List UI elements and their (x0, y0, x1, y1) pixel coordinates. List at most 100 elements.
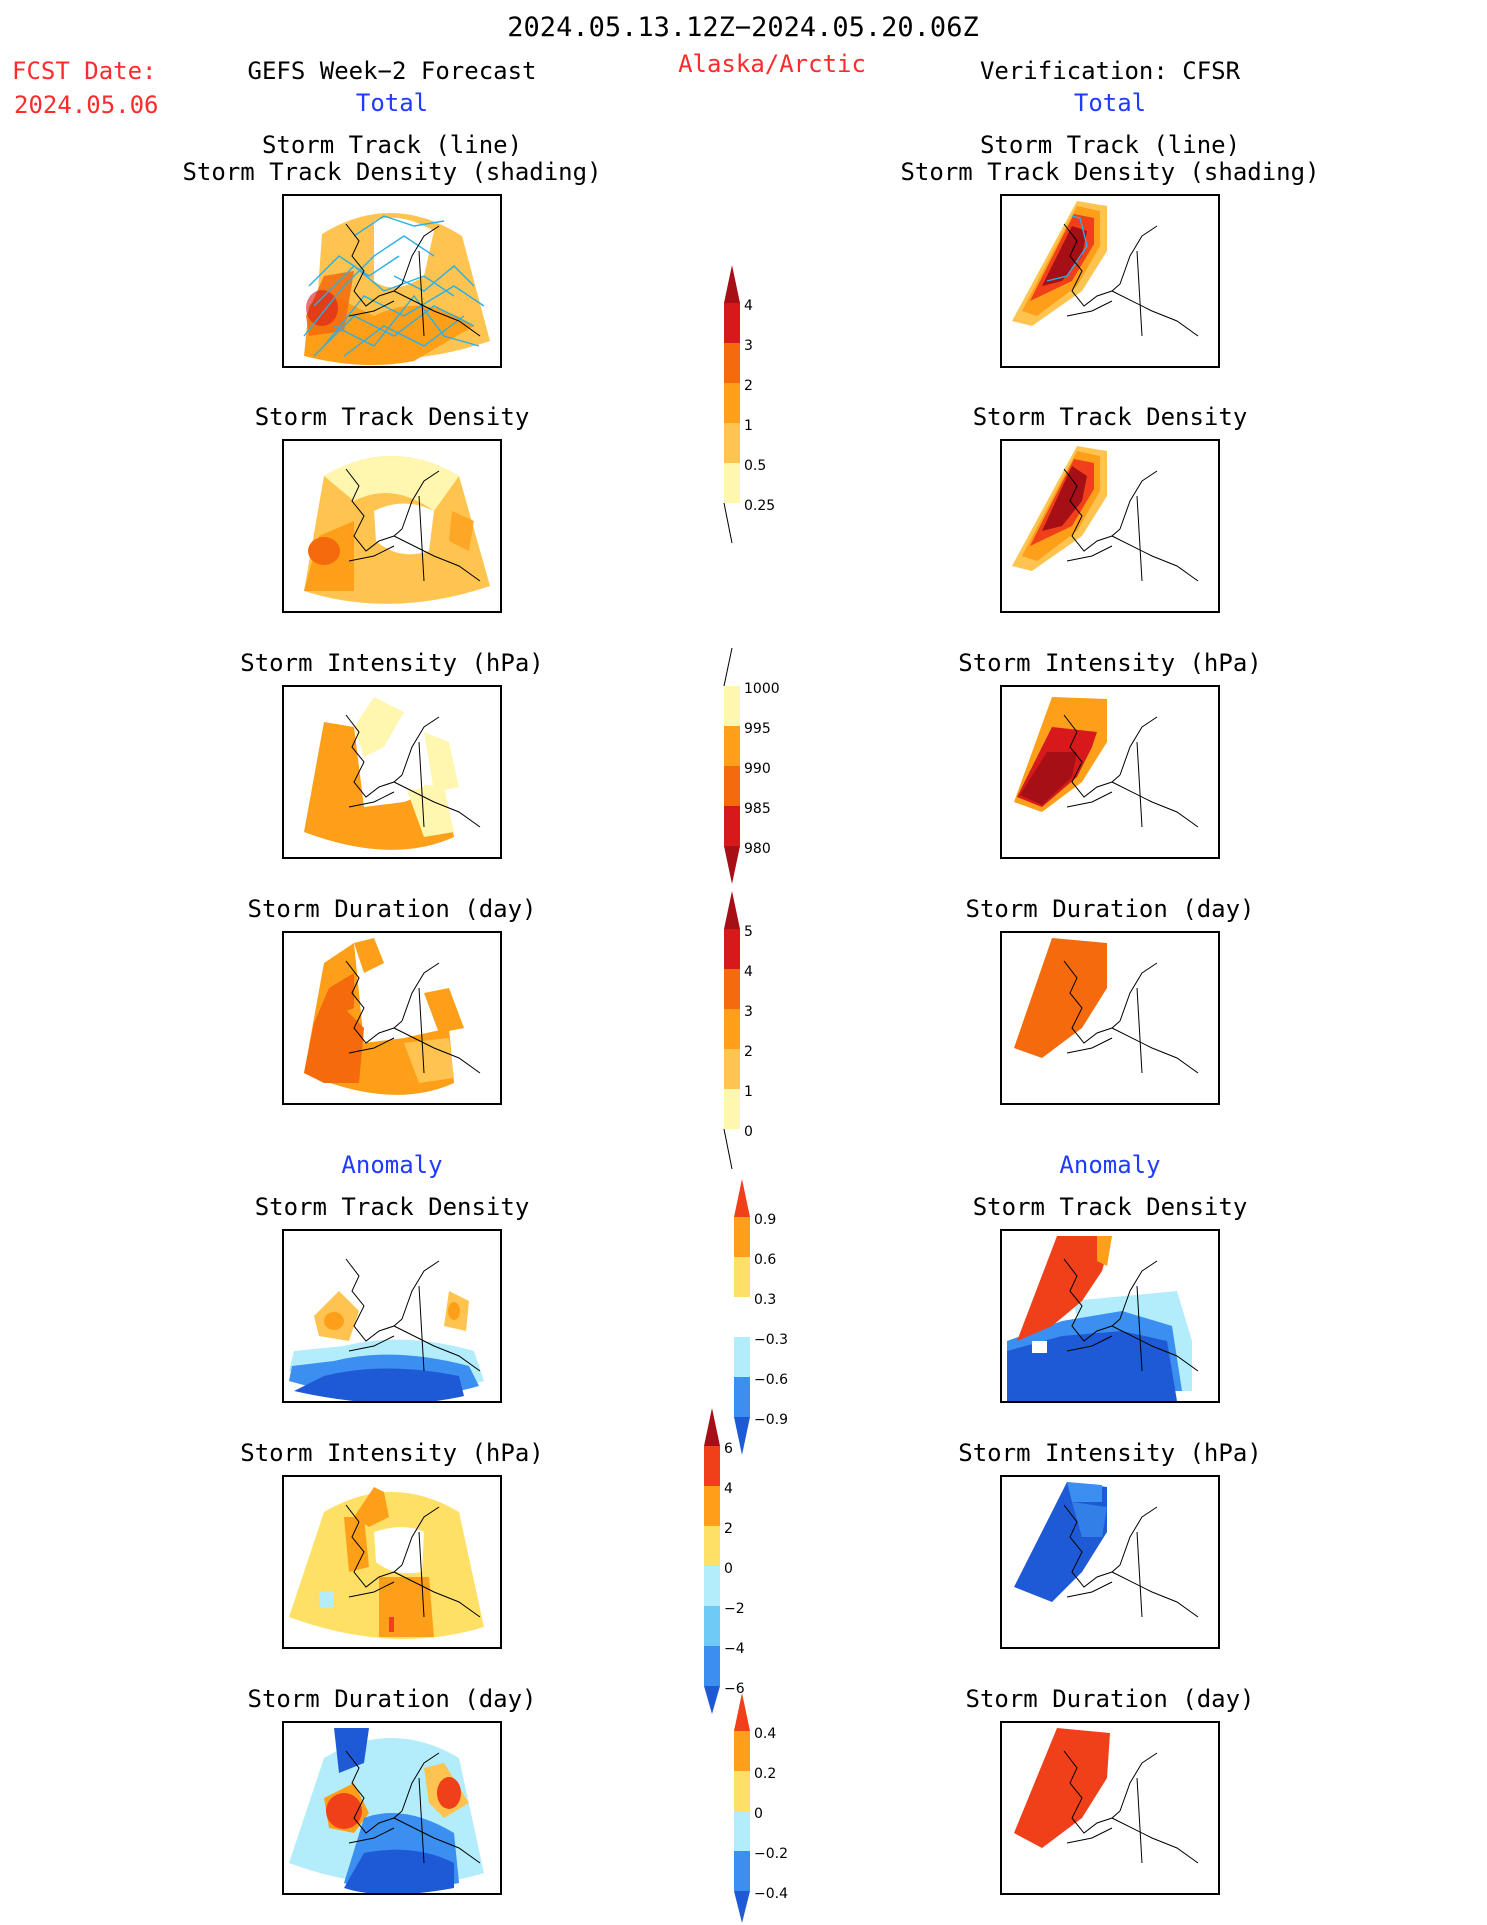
right-density-title: Storm Track Density (972, 403, 1248, 431)
cbar-label: 980 (744, 841, 771, 857)
left-density-title: Storm Track Density (254, 403, 530, 431)
left-intensity-map (282, 685, 502, 859)
coastline (1063, 468, 1199, 582)
right-intensity-map (1000, 685, 1220, 859)
storm-track-lines (303, 215, 485, 357)
cbar-label: 2 (724, 1521, 733, 1537)
cbar-bottom-arrow (734, 1417, 750, 1455)
cbar-label: 990 (744, 761, 771, 777)
right-duration-title: Storm Duration (day) (965, 895, 1255, 923)
storm-track-lines (1046, 215, 1088, 282)
right-anomaly-density-map (1000, 1229, 1220, 1403)
coastline (1063, 1504, 1199, 1618)
right-column-title: Verification: CFSR (979, 57, 1241, 85)
left-track-density-shading-map (282, 194, 502, 368)
cbar-label: 0 (744, 1124, 753, 1140)
cbar-label: 1000 (744, 681, 780, 697)
cbar-label: −0.2 (754, 1846, 788, 1862)
cbar-label: −2 (724, 1601, 745, 1617)
cbar-label: 4 (724, 1481, 733, 1497)
cbar-label: 995 (744, 721, 771, 737)
cbar-bottom-arrow (704, 1686, 720, 1714)
coastline (1063, 960, 1199, 1074)
left-anomaly-intensity-map (282, 1475, 502, 1649)
cbar-label: 5 (744, 924, 753, 940)
cbar-label: 0.4 (754, 1726, 776, 1742)
coastline (345, 468, 481, 582)
right-track-line-title: Storm Track (line) (979, 131, 1241, 159)
cbar-label: −0.6 (754, 1372, 788, 1388)
coastline (345, 1504, 481, 1618)
right-anomaly-intensity-map (1000, 1475, 1220, 1649)
coastline (345, 1750, 481, 1864)
cbar-top-arrow (724, 891, 740, 929)
coastline (345, 714, 481, 828)
track-density-bar: 4 3 2 1 0.5 0.25 (723, 265, 775, 544)
cbar-label: 0 (754, 1806, 763, 1822)
fcst-date-value: 2024.05.06 (14, 91, 159, 119)
left-anomaly-intensity-title: Storm Intensity (hPa) (240, 1439, 544, 1467)
cbar-label: 0.2 (754, 1766, 776, 1782)
left-column-title: GEFS Week−2 Forecast (247, 57, 537, 85)
cbar-label: 2 (744, 1044, 753, 1060)
right-density-map (1000, 439, 1220, 613)
cbar-label: 0.5 (744, 458, 766, 474)
coastline (345, 960, 481, 1074)
cbar-label: −0.4 (754, 1886, 788, 1902)
cbar-label: 1 (744, 418, 753, 434)
cbar-bottom-arrow (734, 1891, 750, 1923)
coastline (1063, 1750, 1199, 1864)
cbar-label: −4 (724, 1641, 745, 1657)
right-anomaly-intensity-title: Storm Intensity (hPa) (958, 1439, 1262, 1467)
left-anomaly-density-map (282, 1229, 502, 1403)
coastline (1063, 223, 1199, 337)
cbar-label: 4 (744, 298, 753, 314)
left-anomaly-duration-title: Storm Duration (day) (247, 1685, 537, 1713)
cbar-top-arrow (734, 1179, 750, 1217)
right-anomaly-duration-title: Storm Duration (day) (965, 1685, 1255, 1713)
left-intensity-title: Storm Intensity (hPa) (240, 649, 544, 677)
cbar-label: −6 (724, 1681, 745, 1697)
coastline (345, 1258, 481, 1372)
left-anomaly-heading: Anomaly (341, 1151, 443, 1179)
cbar-label: 2 (744, 378, 753, 394)
left-density-map (282, 439, 502, 613)
intensity-anomaly-bar: 6 4 2 0 −2 −4 −6 (704, 1408, 745, 1714)
cbar-label: 3 (744, 1004, 753, 1020)
cbar-label: 0.6 (754, 1252, 776, 1268)
right-anomaly-duration-map (1000, 1721, 1220, 1895)
right-intensity-title: Storm Intensity (hPa) (958, 649, 1262, 677)
date-range-title: 2024.05.13.12Z−2024.05.20.06Z (507, 12, 979, 43)
coastline (345, 223, 481, 337)
right-anomaly-heading: Anomaly (1059, 1151, 1161, 1179)
cbar-bottom-arrow (724, 846, 740, 884)
right-column-subtitle: Total (1073, 89, 1147, 117)
cbar-label: 6 (724, 1441, 733, 1457)
cbar-label: −0.9 (754, 1412, 788, 1428)
duration-bar: 5 4 3 2 1 0 (723, 891, 753, 1170)
fcst-date-label: FCST Date: (12, 57, 157, 85)
coastline (1063, 714, 1199, 828)
left-track-line-title: Storm Track (line) (261, 131, 523, 159)
right-anomaly-density-title: Storm Track Density (972, 1193, 1248, 1221)
left-track-shading-title: Storm Track Density (shading) (182, 158, 602, 186)
left-anomaly-density-title: Storm Track Density (254, 1193, 530, 1221)
right-track-shading-title: Storm Track Density (shading) (900, 158, 1320, 186)
density-anomaly-bar: 0.9 0.6 0.3 −0.3 −0.6 −0.9 (734, 1179, 788, 1455)
left-duration-map (282, 931, 502, 1105)
right-track-density-shading-map (1000, 194, 1220, 368)
left-anomaly-duration-map (282, 1721, 502, 1895)
cbar-label: 4 (744, 964, 753, 980)
right-duration-map (1000, 931, 1220, 1105)
cbar-label: 0.25 (744, 498, 775, 514)
cbar-top-arrow (734, 1693, 750, 1731)
cbar-label: 0.9 (754, 1212, 776, 1228)
cbar-top-arrow (724, 265, 740, 303)
cbar-label: 0.3 (754, 1292, 776, 1308)
cbar-top-arrow (704, 1408, 720, 1446)
cbar-label: 985 (744, 801, 771, 817)
intensity-bar: 1000 995 990 985 980 (723, 648, 780, 884)
left-column-subtitle: Total (355, 89, 429, 117)
duration-anomaly-bar: 0.4 0.2 0 −0.2 −0.4 (734, 1693, 788, 1923)
coastline (1063, 1258, 1199, 1372)
